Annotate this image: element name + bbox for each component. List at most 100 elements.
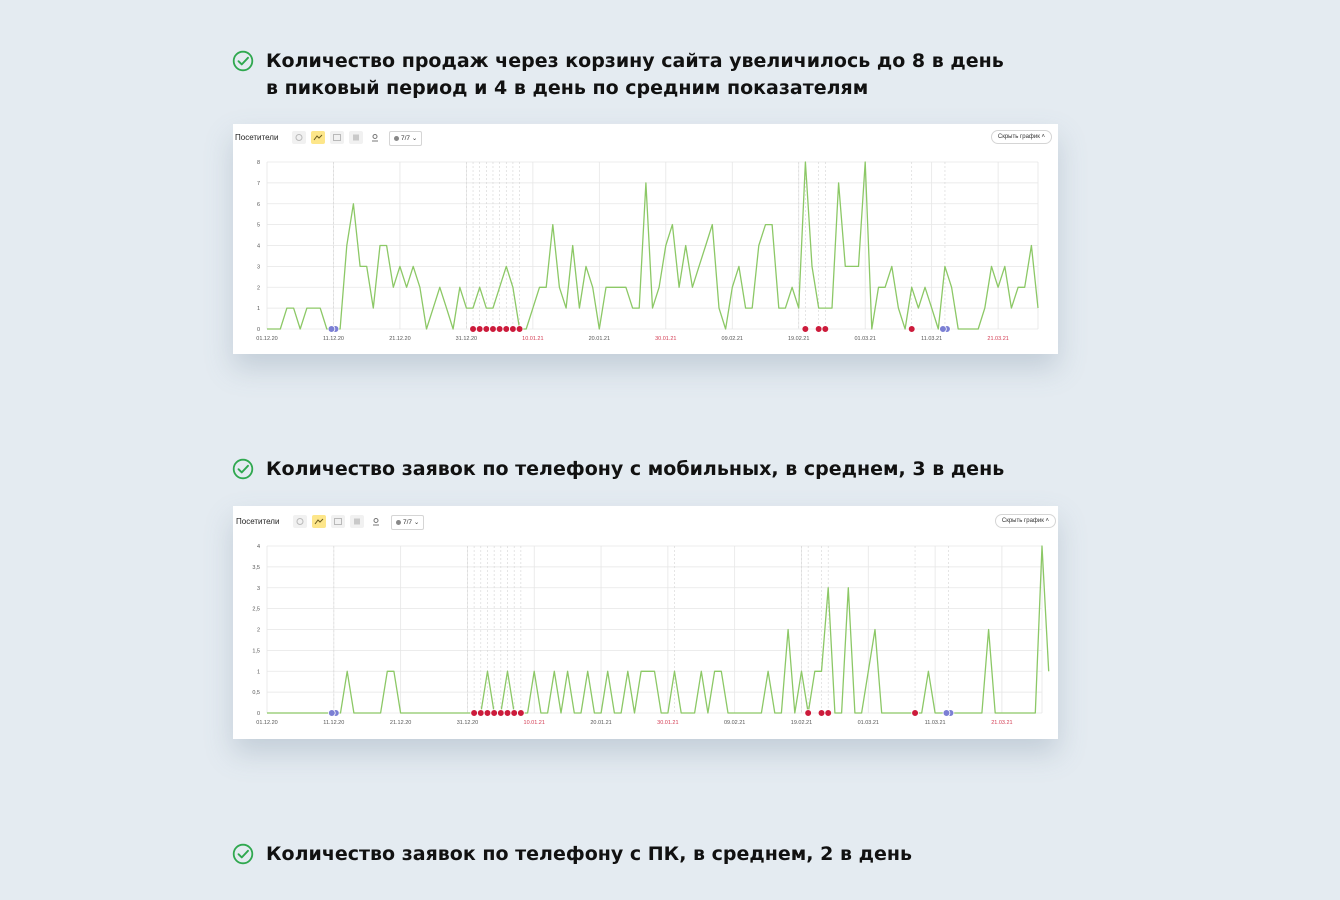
- heading-pc-calls: Количество заявок по телефону с ПК, в ср…: [232, 841, 912, 868]
- period-select[interactable]: 7/7 ⌄: [391, 515, 425, 530]
- event-marker: [817, 709, 826, 717]
- series-line: [267, 161, 1039, 330]
- x-tick-label: 20.01.21: [589, 336, 610, 342]
- x-tick-label: 10.01.21: [524, 720, 545, 726]
- x-tick-label: 09.02.21: [724, 720, 745, 726]
- x-tick-label: 11.03.21: [925, 720, 946, 726]
- chart-mobile-calls: 0 0,5 1 1,5 2 2,5 3 3,5 4 01.12.20 11.12.20 21.12.2…: [252, 544, 1050, 726]
- x-tick-label: 01.03.21: [858, 720, 879, 726]
- chart-card-mobile-calls: Посетители 7/7 ⌄ Скрыть график ˄ 0 0,5 1 1,…: [233, 506, 1058, 739]
- chevron-up-icon: ˄: [1039, 134, 1045, 140]
- x-tick-label: 10.01.21: [522, 336, 543, 342]
- y-tick-label: 3: [257, 264, 260, 270]
- x-tick-label: 09.02.21: [722, 336, 743, 342]
- y-tick-label: 1: [257, 669, 260, 675]
- refresh-icon[interactable]: [292, 131, 306, 144]
- event-marker: [821, 325, 830, 333]
- y-tick-label: 2: [257, 628, 260, 634]
- map-pin-icon[interactable]: [368, 131, 382, 144]
- period-select[interactable]: 7/7 ⌄: [389, 131, 423, 146]
- x-tick-label: 01.12.20: [256, 720, 277, 726]
- area-chart-icon[interactable]: [330, 131, 344, 144]
- check-circle-icon: [232, 843, 254, 865]
- event-marker: [517, 709, 525, 717]
- period-value: 7/7: [403, 519, 413, 526]
- event-marker: [482, 325, 491, 333]
- x-tick-label: 19.02.21: [791, 720, 812, 726]
- x-tick-label: 01.12.20: [256, 336, 277, 342]
- heading-text: Количество заявок по телефону с мобильны…: [266, 458, 1005, 480]
- y-tick-label: 0,5: [252, 690, 260, 696]
- chevron-down-icon: ⌄: [410, 135, 418, 142]
- hide-chart-button[interactable]: Скрыть график ˄: [990, 130, 1052, 144]
- y-tick-label: 6: [257, 202, 260, 208]
- heading-sales: Количество продаж через корзину сайта ув…: [232, 48, 1004, 102]
- x-tick-label: 11.12.20: [323, 720, 344, 726]
- y-tick-label: 1,5: [252, 648, 260, 654]
- y-tick-label: 2,5: [252, 607, 260, 613]
- chart-card-sales: Посетители 7/7 ⌄ Скрыть график ˄ 0 1 2 3 4 5 6…: [233, 124, 1058, 354]
- check-circle-icon: [232, 458, 254, 480]
- toolbar-title: Посетители: [235, 133, 279, 142]
- x-tick-label: 21.03.21: [991, 720, 1012, 726]
- line-chart-icon[interactable]: [311, 131, 325, 144]
- area-chart-icon[interactable]: [331, 515, 345, 528]
- x-tick-label: 19.02.21: [788, 336, 809, 342]
- y-tick-label: 7: [257, 181, 260, 187]
- event-marker: [469, 325, 477, 333]
- bar-chart-icon[interactable]: [350, 515, 364, 528]
- event-marker: [939, 325, 947, 333]
- chat-icon: [394, 135, 399, 141]
- x-tick-label: 31.12.20: [457, 720, 478, 726]
- event-marker: [502, 325, 511, 333]
- line-chart-icon[interactable]: [312, 515, 326, 528]
- y-tick-label: 4: [257, 544, 260, 550]
- x-tick-label: 30.01.21: [657, 720, 678, 726]
- x-tick-label: 21.12.20: [390, 720, 411, 726]
- event-marker: [490, 709, 498, 717]
- period-value: 7/7: [401, 135, 411, 142]
- chart-sales: 0 1 2 3 4 5 6 7 8 01.12.20 11.12.20 21.12.20 31.12.2…: [256, 160, 1039, 342]
- event-marker: [824, 709, 833, 717]
- y-tick-label: 8: [257, 160, 260, 166]
- toolbar-title: Посетители: [236, 517, 280, 526]
- chart-toolbar: Посетители 7/7 ⌄ Скрыть график ˄: [233, 124, 1058, 150]
- event-marker: [475, 325, 484, 333]
- event-marker: [911, 709, 919, 717]
- event-marker: [814, 325, 823, 333]
- y-tick-label: 2: [257, 285, 260, 291]
- event-marker: [503, 709, 512, 717]
- event-marker: [801, 325, 810, 333]
- hide-chart-button[interactable]: Скрыть график ˄: [994, 514, 1056, 528]
- heading-mobile-calls: Количество заявок по телефону с мобильны…: [232, 456, 1004, 483]
- event-marker: [804, 709, 812, 717]
- chat-icon: [396, 519, 401, 525]
- event-marker: [327, 325, 336, 333]
- x-tick-label: 11.12.20: [323, 336, 344, 342]
- event-marker: [489, 325, 497, 333]
- y-tick-label: 4: [257, 244, 260, 250]
- y-tick-label: 3,5: [252, 565, 260, 571]
- y-tick-label: 0: [257, 711, 260, 717]
- event-marker: [497, 709, 505, 717]
- y-tick-label: 0: [257, 327, 260, 333]
- event-marker: [476, 709, 485, 717]
- x-tick-label: 11.03.21: [921, 336, 942, 342]
- event-marker: [942, 709, 951, 717]
- chevron-up-icon: ˄: [1043, 518, 1049, 524]
- event-marker: [907, 325, 916, 333]
- heading-text: Количество заявок по телефону с ПК, в ср…: [266, 843, 912, 865]
- x-tick-label: 20.01.21: [590, 720, 611, 726]
- x-tick-label: 30.01.21: [655, 336, 676, 342]
- map-pin-icon[interactable]: [369, 515, 383, 528]
- refresh-icon[interactable]: [293, 515, 307, 528]
- event-marker: [328, 709, 336, 717]
- bar-chart-icon[interactable]: [349, 131, 363, 144]
- event-marker: [495, 325, 504, 333]
- check-circle-icon: [232, 50, 254, 72]
- hide-chart-label: Скрыть график: [1001, 518, 1044, 524]
- event-marker: [509, 325, 517, 333]
- event-marker: [515, 325, 524, 333]
- y-tick-label: 5: [257, 223, 260, 229]
- x-tick-label: 31.12.20: [456, 336, 477, 342]
